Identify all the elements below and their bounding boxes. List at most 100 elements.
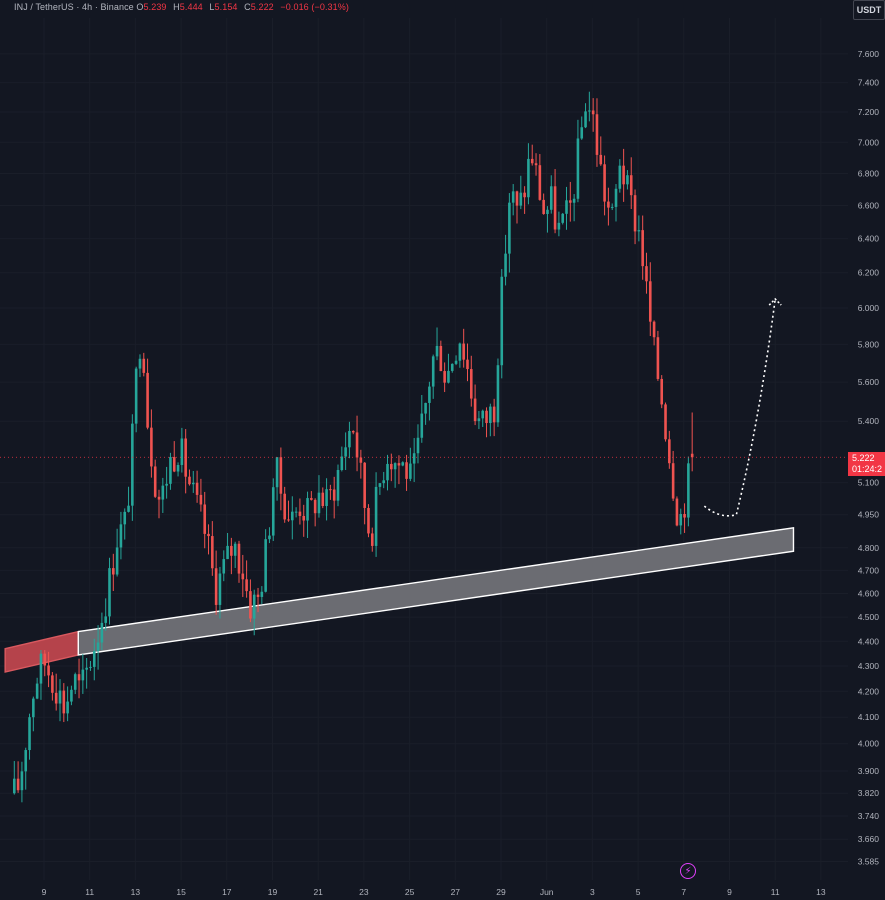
candle-body <box>203 504 207 534</box>
x-tick-label: 13 <box>131 887 141 897</box>
candle-body <box>466 359 469 370</box>
y-tick-label: 6.600 <box>858 201 880 211</box>
candle-body <box>264 539 267 592</box>
change-value: −0.016 (−0.31%) <box>280 2 349 12</box>
time-axis: 9 11 13 15 17 19 21 23 25 27 29 Jun 3 5 7 9 11 13 <box>0 880 885 900</box>
candle-body <box>66 701 69 714</box>
candle-body <box>100 622 104 643</box>
candle-body <box>245 579 248 592</box>
chart-grid <box>0 18 848 880</box>
candle-body <box>260 591 264 597</box>
candle-body <box>637 230 641 232</box>
candle-body <box>530 158 534 164</box>
y-tick-label: 5.400 <box>858 416 880 426</box>
candle-body <box>504 253 507 277</box>
candle-body <box>321 492 325 507</box>
candle-body <box>28 717 31 751</box>
candle-body <box>569 200 572 203</box>
low-label: L <box>209 2 215 12</box>
candle-body <box>645 266 648 282</box>
candle-body <box>47 665 50 676</box>
candle-body <box>405 462 408 479</box>
x-tick-label: 13 <box>816 887 826 897</box>
candle-body <box>230 545 233 556</box>
candle-body <box>77 674 81 681</box>
candle-body <box>325 489 328 507</box>
candle-body <box>363 462 366 508</box>
candle-body <box>485 410 488 424</box>
candle-body <box>35 683 39 699</box>
candle-body <box>348 430 351 448</box>
candle-body <box>112 568 115 575</box>
candle-body <box>119 524 123 548</box>
candle-body <box>641 230 644 267</box>
candle-body <box>351 430 355 433</box>
candle-body <box>180 438 184 465</box>
candle-body <box>542 199 545 214</box>
candle-body <box>477 418 481 422</box>
time-axis-panel <box>0 880 885 900</box>
candle-body <box>462 343 465 360</box>
y-tick-label: 7.600 <box>858 49 880 59</box>
candle-body <box>386 463 389 481</box>
candle-body <box>679 513 683 526</box>
last-price-value: 5.222 <box>852 453 875 463</box>
candle-body <box>241 573 245 580</box>
candle-body <box>515 191 519 206</box>
candle-body <box>275 457 279 488</box>
candle-body <box>687 463 690 518</box>
candle-body <box>32 698 35 718</box>
candle-body <box>496 365 500 423</box>
y-tick-label: 6.000 <box>858 303 880 313</box>
close-value: 5.222 <box>250 2 274 12</box>
candle-body <box>313 499 317 514</box>
high-label: H <box>173 2 180 12</box>
x-tick-label: 21 <box>313 887 323 897</box>
x-tick-label: 7 <box>681 887 686 897</box>
candle-body <box>96 642 100 651</box>
candle-body <box>359 457 363 463</box>
candle-body <box>127 505 130 512</box>
candle-body <box>302 515 306 521</box>
candle-body <box>58 690 62 704</box>
candle-body <box>70 689 73 702</box>
y-tick-label: 7.400 <box>858 78 880 88</box>
candle-body <box>401 462 405 466</box>
candle-body <box>511 191 515 203</box>
price-axis-panel <box>848 0 885 900</box>
candle-body <box>393 463 397 470</box>
y-tick-label: 7.000 <box>858 137 880 147</box>
candle-body <box>153 466 157 497</box>
candle-body <box>420 413 424 438</box>
candle-body <box>523 192 526 198</box>
candle-body <box>508 202 511 254</box>
candle-body <box>172 457 176 472</box>
candle-body <box>169 457 172 484</box>
candle-body <box>287 519 290 521</box>
y-tick-label: 4.400 <box>858 636 880 646</box>
candle-body <box>489 406 492 424</box>
currency-button[interactable]: USDT <box>853 0 885 20</box>
candle-body <box>618 165 622 189</box>
candle-body <box>161 485 165 500</box>
lightning-icon[interactable]: ⚡ <box>680 863 696 879</box>
candle-body <box>431 356 435 387</box>
candle-body <box>108 568 111 617</box>
candle-body <box>81 669 85 681</box>
candle-body <box>367 507 370 534</box>
candle-body <box>188 476 191 485</box>
candle-body <box>62 690 66 714</box>
candlestick-series <box>12 91 694 803</box>
candle-body <box>633 195 637 232</box>
x-tick-label: 23 <box>359 887 369 897</box>
candle-body <box>20 771 24 791</box>
symbol-title: INJ / TetherUS · 4h · Binance <box>14 2 134 12</box>
y-tick-label: 4.950 <box>858 510 880 520</box>
candle-body <box>355 432 359 458</box>
candle-body <box>390 463 393 470</box>
candle-body <box>622 165 625 185</box>
candle-body <box>336 470 340 501</box>
candle-body <box>256 594 260 597</box>
candle-body <box>416 437 420 454</box>
